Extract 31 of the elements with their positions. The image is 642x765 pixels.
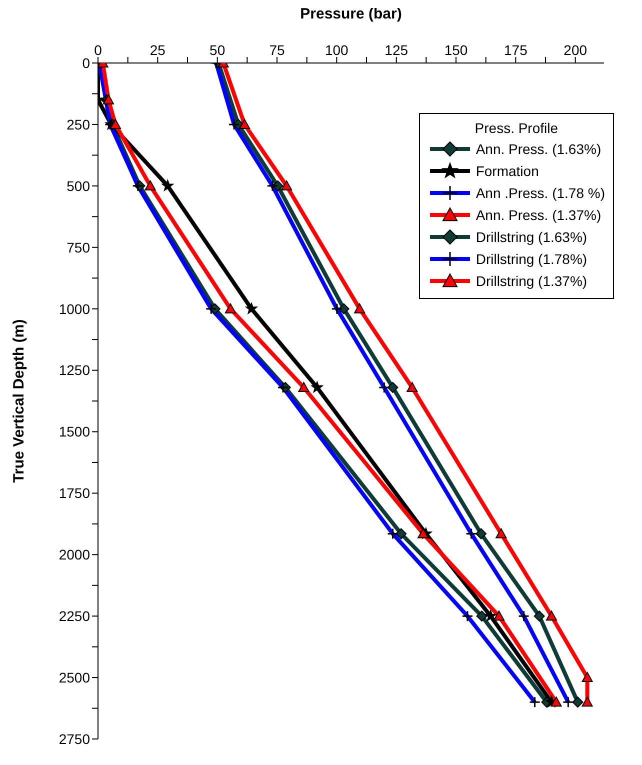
x-tick-label: 25 <box>150 42 166 58</box>
legend-label: Ann. Press. (1.63%) <box>476 141 602 157</box>
y-tick-label: 500 <box>66 178 90 194</box>
legend-label: Formation <box>476 163 539 179</box>
legend-label: Drillstring (1.78%) <box>476 251 588 267</box>
legend-label: Drillstring (1.37%) <box>476 273 588 289</box>
legend-label: Drillstring (1.63%) <box>476 229 588 245</box>
x-tick-label: 100 <box>325 42 349 58</box>
x-tick-label: 125 <box>384 42 408 58</box>
y-axis-title: True Vertical Depth (m) <box>10 319 28 483</box>
x-tick-label: 50 <box>210 42 226 58</box>
y-tick-label: 1750 <box>58 485 90 502</box>
y-tick-label: 0 <box>82 54 90 71</box>
y-tick-label: 2750 <box>58 730 90 747</box>
legend-label: Ann. Press. (1.37%) <box>476 207 602 223</box>
x-tick-label: 75 <box>269 42 286 58</box>
y-tick-label: 1500 <box>58 424 90 440</box>
legend-label: Ann .Press. (1.78 %) <box>476 185 605 201</box>
x-tick-label: 200 <box>564 42 588 58</box>
y-tick-label: 250 <box>66 116 90 132</box>
legend-title: Press. Profile <box>474 120 560 136</box>
y-tick-label: 1250 <box>58 362 90 378</box>
y-tick-label: 2000 <box>58 546 90 563</box>
y-tick-label: 750 <box>66 239 90 256</box>
x-tick-label: 150 <box>444 42 468 58</box>
x-tick-label: 175 <box>504 42 528 58</box>
y-tick-label: 2250 <box>58 608 90 624</box>
y-tick-label: 1000 <box>58 300 90 317</box>
x-axis-title: Pressure (bar) <box>300 6 402 23</box>
y-tick-label: 2500 <box>58 670 90 686</box>
x-tick-label: 0 <box>94 42 102 58</box>
